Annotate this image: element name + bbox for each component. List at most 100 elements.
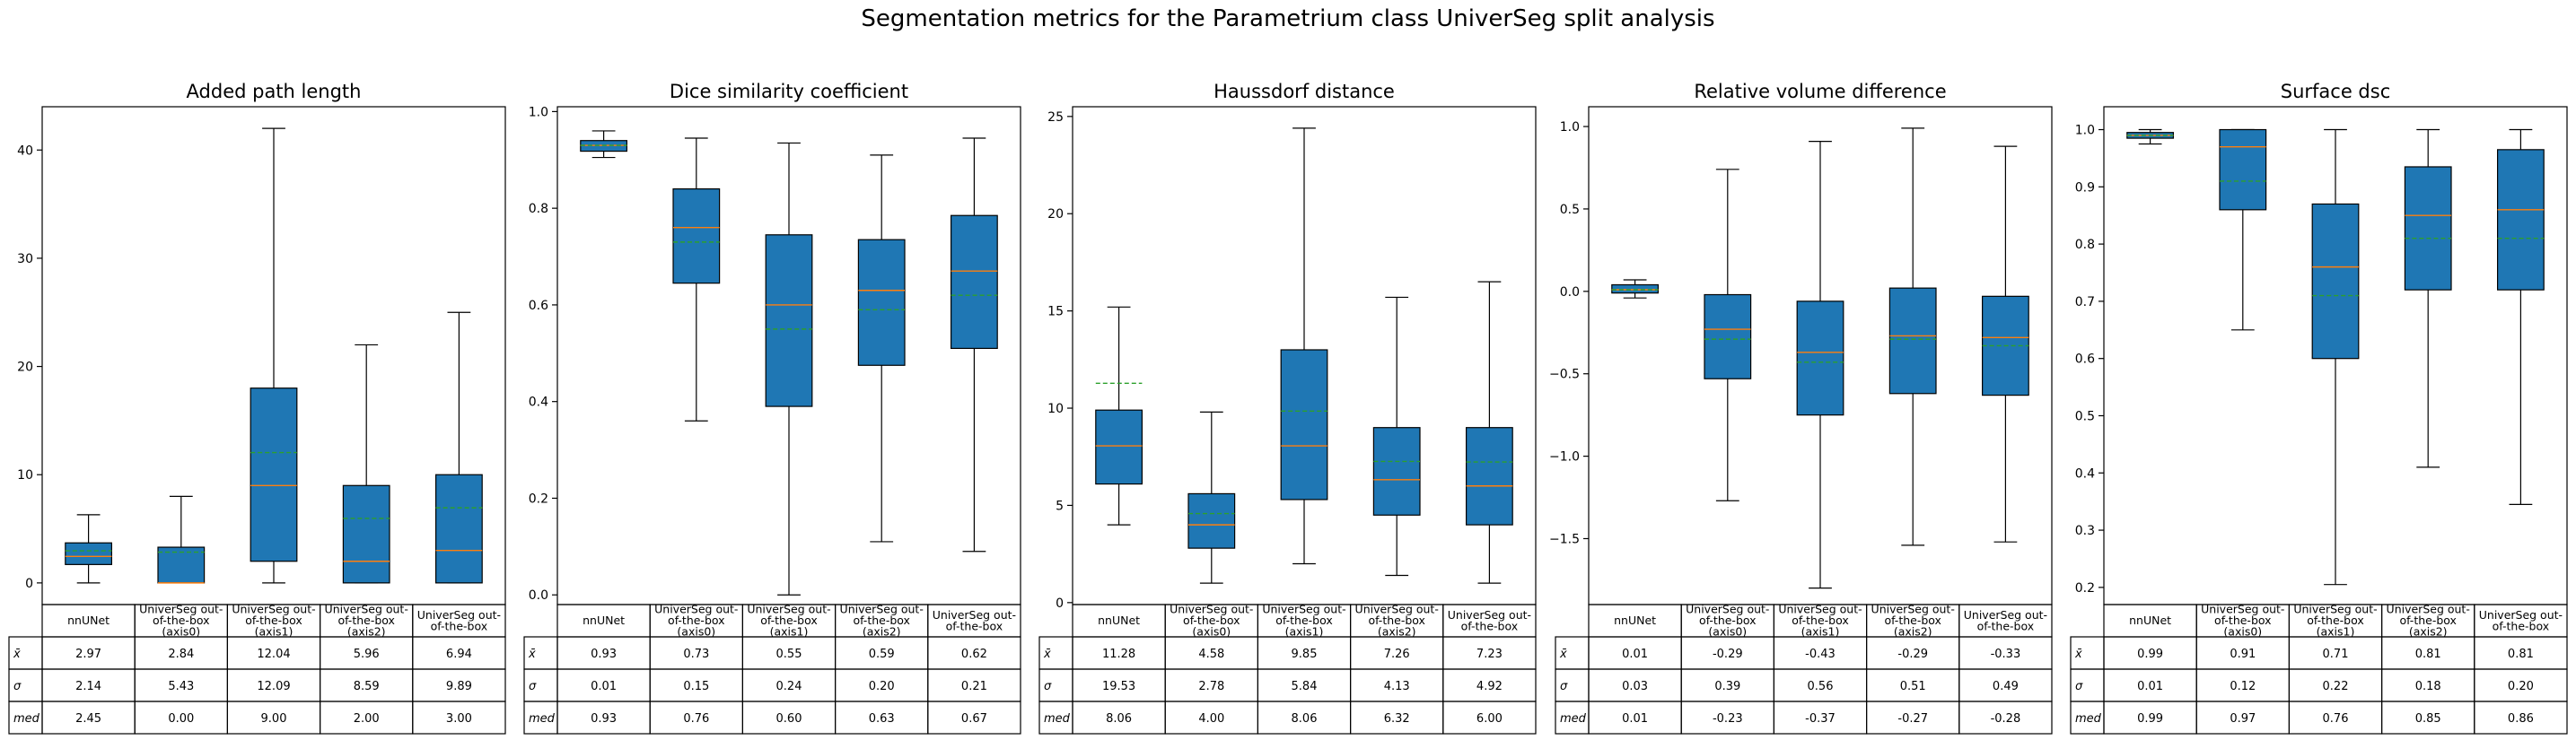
table-column-label: of-the-box	[337, 614, 395, 627]
table-cell-value: -0.43	[1805, 648, 1836, 661]
table-column-label: UniverSeg out-	[325, 603, 408, 616]
table-column-label: of-the-box	[431, 619, 488, 632]
table-column-label: of-the-box	[1884, 614, 1941, 627]
table-cell-value: 0.99	[2137, 712, 2163, 726]
table-column-label: (axis2)	[863, 625, 901, 639]
y-tick-label: −1.5	[1549, 532, 1580, 546]
y-tick-label: 10	[1047, 402, 1064, 416]
table-cell-value: 0.81	[2415, 648, 2441, 661]
table-column-label: UniverSeg out-	[2387, 603, 2470, 616]
box-5	[435, 311, 483, 584]
table-column-label: UniverSeg out-	[1170, 603, 1253, 616]
box-1	[65, 514, 113, 584]
box-4	[342, 344, 390, 584]
table-cell-value: 0.60	[776, 712, 802, 726]
box-4	[1888, 127, 1937, 546]
table-column-label: of-the-box	[2399, 614, 2457, 627]
table-column-label: of-the-box	[1792, 614, 1849, 627]
subplot-title: Added path length	[187, 81, 362, 102]
table-cell-value: 0.39	[1714, 680, 1740, 693]
table-column-label: of-the-box	[2307, 614, 2364, 627]
table-column-label: (axis0)	[1192, 625, 1231, 639]
y-tick-label: 0	[1056, 596, 1064, 611]
box-body	[950, 214, 998, 350]
table-column-label: of-the-box	[853, 614, 910, 627]
y-tick-label: 0.8	[2075, 238, 2095, 252]
table-cell-value: 12.04	[257, 648, 290, 661]
subplot-title: Haussdorf distance	[1214, 81, 1395, 102]
table-cell-value: 8.59	[354, 680, 380, 693]
y-tick-label: 20	[17, 361, 33, 375]
table-column-label: (axis1)	[255, 625, 294, 639]
y-tick-label: 0	[25, 577, 33, 591]
figure-title: Segmentation metrics for the Parametrium…	[861, 5, 1715, 32]
table-cell	[1442, 701, 1537, 735]
table-cell-value: 6.32	[1384, 712, 1410, 726]
box-1	[1095, 306, 1143, 526]
subplot-2: Dice similarity coefficient0.00.20.40.60…	[523, 81, 1021, 735]
subplot-title: Surface dsc	[2281, 81, 2391, 102]
table-cell	[2474, 701, 2568, 735]
box-body	[1888, 287, 1937, 395]
table-cell-value: 0.03	[1622, 680, 1648, 693]
y-tick-label: 10	[17, 468, 33, 483]
box-body	[765, 234, 813, 407]
table-cell-value: 0.76	[2323, 712, 2349, 726]
box-4	[857, 154, 906, 543]
y-tick-label: 0.7	[2075, 295, 2095, 309]
box-3	[765, 142, 813, 596]
y-tick-label: 0.5	[2075, 409, 2095, 423]
box-1	[1611, 279, 1660, 299]
table-column-label: UniverSeg out-	[2201, 603, 2284, 616]
table-row-label: med	[529, 712, 556, 726]
y-tick-label: 1.0	[2075, 124, 2095, 138]
box-body	[1187, 492, 1236, 549]
table-cell-value: 5.96	[354, 648, 380, 661]
y-tick-label: 0.6	[529, 299, 548, 313]
table-column-label: of-the-box	[153, 614, 210, 627]
box-2	[1704, 169, 1752, 501]
table-cell-value: 4.58	[1198, 648, 1224, 661]
box-2	[1187, 411, 1236, 584]
box-1	[580, 130, 627, 159]
table-row-label: σ	[1560, 680, 1568, 693]
subplot-4: Relative volume difference −1.5 −1.0 −0.5 0.…	[1549, 81, 2053, 735]
table-cell-value: -0.37	[1805, 712, 1836, 726]
table-cell-value: 5.84	[1292, 680, 1318, 693]
box-3	[2311, 128, 2360, 586]
table-cell-value: 2.97	[75, 648, 101, 661]
table-column-label: of-the-box	[1183, 614, 1240, 627]
table-column-label: UniverSeg out-	[1355, 603, 1439, 616]
table-cell-value: -0.33	[1991, 648, 2021, 661]
table-column-label: (axis0)	[677, 625, 715, 639]
subplot-title: Relative volume difference	[1694, 81, 1946, 102]
table-cell	[927, 701, 1021, 735]
table-column-label: (axis1)	[1285, 625, 1324, 639]
y-tick-label: 15	[1047, 305, 1064, 319]
table-column-label: UniverSeg out-	[1778, 603, 1862, 616]
box-body	[1704, 293, 1752, 379]
table-column-label: UniverSeg out-	[1964, 608, 2047, 622]
table-cell-value: 6.00	[1476, 712, 1503, 726]
table-row-label: x̄	[1043, 648, 1051, 661]
table-column-label: of-the-box	[668, 614, 725, 627]
table-column-label: of-the-box	[1977, 619, 2035, 632]
y-tick-label: 0.6	[2075, 353, 2095, 367]
table-cell-value: 4.00	[1198, 712, 1224, 726]
table-cell-value: 0.93	[591, 648, 617, 661]
table-cell-value: 2.78	[1198, 680, 1224, 693]
table-row-label: med	[13, 712, 40, 726]
table-column-label: UniverSeg out-	[139, 603, 223, 616]
box-body	[2497, 149, 2545, 291]
table-cell-value: 9.85	[1292, 648, 1318, 661]
table-cell-value: 0.67	[961, 712, 987, 726]
table-cell-value: 0.62	[961, 648, 987, 661]
table-column-label: UniverSeg out-	[1686, 603, 1769, 616]
y-tick-label: 0.2	[2075, 581, 2095, 596]
table-column-label: nnUNet	[1614, 614, 1656, 627]
table-cell-value: 6.94	[446, 648, 472, 661]
table-cell-value: 2.14	[75, 680, 101, 693]
box-body	[672, 188, 721, 284]
